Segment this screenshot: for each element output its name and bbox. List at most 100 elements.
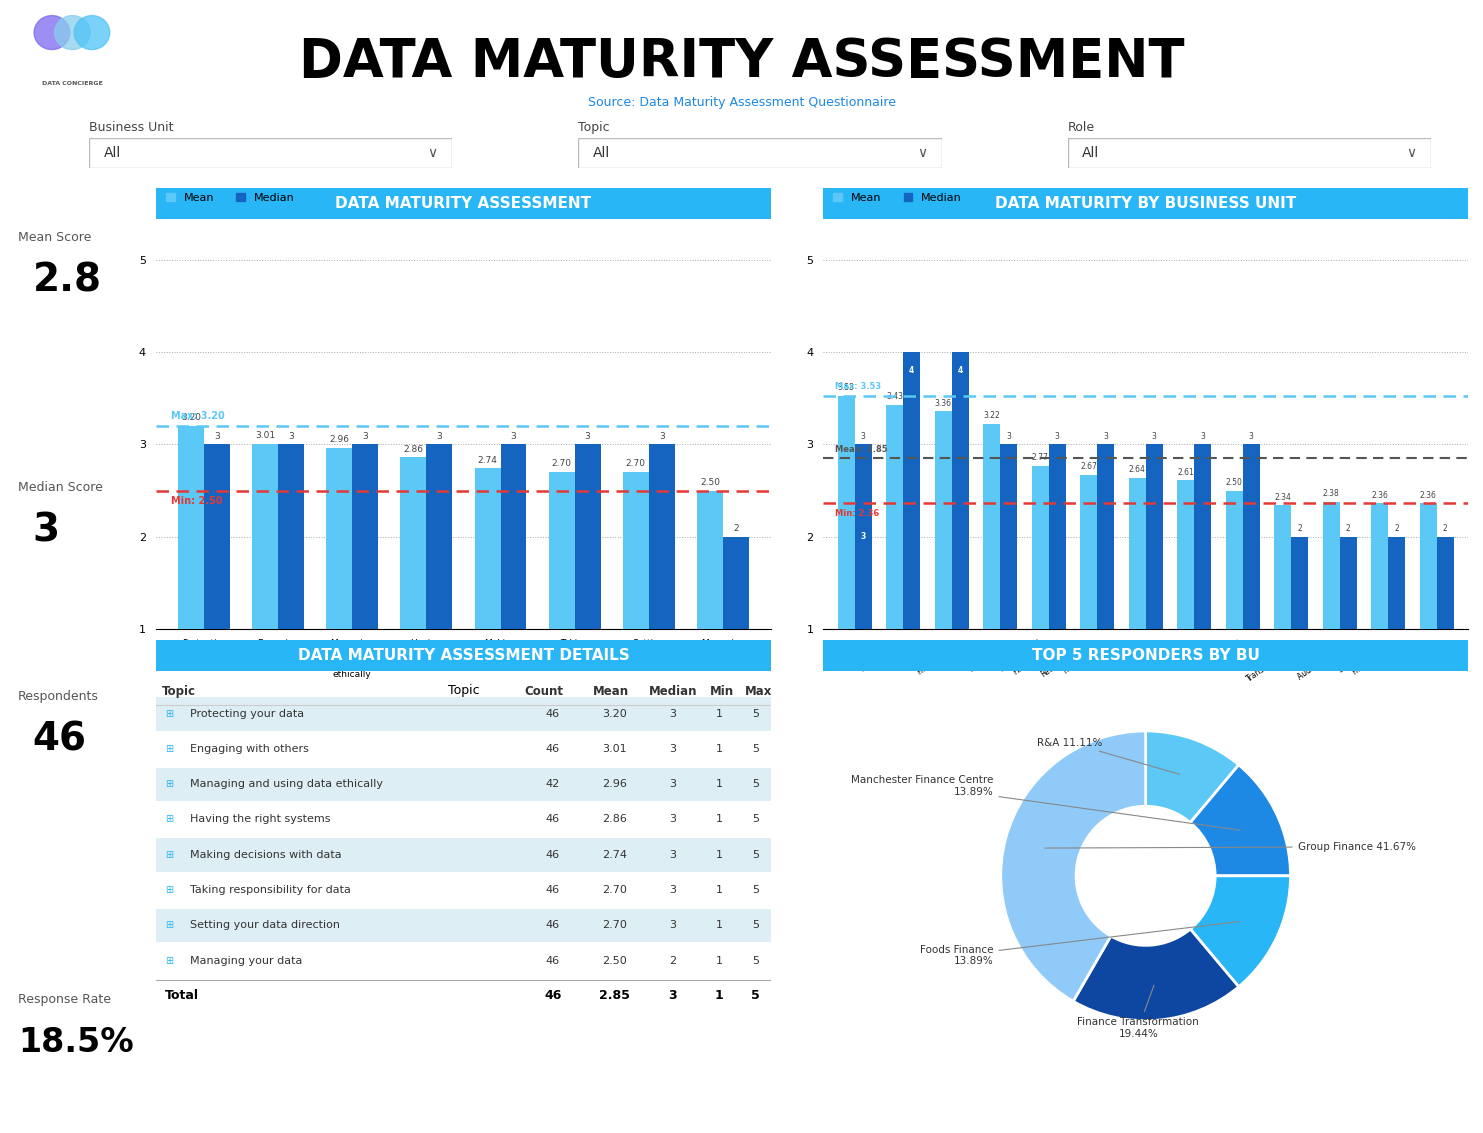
Text: 1: 1: [715, 955, 722, 965]
Text: 1: 1: [715, 850, 722, 860]
Text: 3: 3: [510, 432, 516, 441]
Text: 2.36: 2.36: [1372, 491, 1388, 500]
Bar: [252, 443, 279, 721]
Text: Min: 2.50: Min: 2.50: [171, 496, 222, 506]
Text: Group Finance 41.67%: Group Finance 41.67%: [1046, 842, 1416, 852]
Text: 1: 1: [715, 780, 722, 790]
Text: 2.50: 2.50: [602, 955, 627, 965]
Text: 46: 46: [544, 989, 562, 1003]
Bar: [1274, 505, 1292, 721]
Text: 5: 5: [752, 815, 759, 825]
Text: ⊞: ⊞: [165, 885, 174, 895]
Text: ∨: ∨: [1406, 146, 1416, 160]
Text: 46: 46: [546, 708, 559, 718]
Bar: [1146, 444, 1163, 721]
Text: 3: 3: [669, 708, 676, 718]
Bar: [475, 468, 500, 721]
Text: 3: 3: [33, 511, 59, 550]
Text: 2.50: 2.50: [700, 478, 719, 487]
Text: Mean: 2.85: Mean: 2.85: [835, 444, 888, 453]
Bar: [1437, 537, 1453, 721]
FancyBboxPatch shape: [156, 838, 771, 871]
Bar: [854, 444, 872, 721]
Text: 3: 3: [860, 432, 866, 441]
Text: DATA MATURITY ASSESSMENT: DATA MATURITY ASSESSMENT: [335, 196, 592, 211]
Text: Max: 3.53: Max: 3.53: [835, 382, 881, 391]
Text: ⊞: ⊞: [165, 744, 174, 753]
Text: DATA CONCIERGE: DATA CONCIERGE: [42, 82, 102, 86]
Text: Min: Min: [710, 684, 734, 698]
Bar: [178, 426, 203, 721]
Text: 3: 3: [669, 885, 676, 895]
Text: 2.34: 2.34: [1274, 493, 1292, 502]
Text: Business Unit: Business Unit: [89, 121, 174, 134]
Text: 46: 46: [546, 885, 559, 895]
Text: 3: 3: [669, 815, 676, 825]
Text: 2.70: 2.70: [626, 459, 645, 468]
Text: 3: 3: [1054, 432, 1059, 441]
Bar: [623, 472, 650, 721]
Bar: [1000, 444, 1017, 721]
Text: 1: 1: [715, 920, 722, 930]
Text: Taking responsibility for data: Taking responsibility for data: [190, 885, 350, 895]
FancyBboxPatch shape: [156, 697, 771, 731]
Text: 3.43: 3.43: [887, 392, 903, 401]
Text: Median: Median: [648, 684, 697, 698]
FancyBboxPatch shape: [578, 138, 942, 168]
Text: Role: Role: [1068, 121, 1094, 134]
Text: 2: 2: [669, 955, 676, 965]
Text: 2.50: 2.50: [1226, 478, 1243, 487]
Text: Median Score: Median Score: [18, 480, 102, 494]
Text: ⊞: ⊞: [165, 920, 174, 930]
Text: 2.70: 2.70: [552, 459, 571, 468]
Text: 1: 1: [715, 885, 722, 895]
Text: Manchester Finance Centre
13.89%: Manchester Finance Centre 13.89%: [851, 775, 1240, 830]
Text: 46: 46: [33, 721, 86, 759]
Text: 1: 1: [715, 708, 722, 718]
Bar: [983, 424, 1000, 721]
Text: 3: 3: [1005, 432, 1011, 441]
Text: ⊞: ⊞: [165, 955, 174, 965]
Bar: [903, 352, 919, 721]
Text: 3: 3: [288, 432, 294, 441]
FancyBboxPatch shape: [156, 732, 771, 766]
Text: 2.36: 2.36: [1419, 491, 1437, 500]
Bar: [279, 444, 304, 721]
Text: Response Rate: Response Rate: [18, 993, 111, 1006]
Text: Setting your data direction: Setting your data direction: [190, 920, 340, 930]
Bar: [1292, 537, 1308, 721]
Text: All: All: [1083, 146, 1099, 160]
Text: 5: 5: [752, 955, 759, 965]
Text: 2: 2: [733, 523, 739, 533]
Text: Finance Transformation
19.44%: Finance Transformation 19.44%: [1078, 986, 1200, 1039]
FancyBboxPatch shape: [89, 138, 452, 168]
Text: 2.74: 2.74: [602, 850, 627, 860]
Bar: [1225, 491, 1243, 721]
Bar: [1048, 444, 1066, 721]
Bar: [549, 472, 575, 721]
Wedge shape: [1191, 876, 1290, 987]
Legend: Mean, Median: Mean, Median: [829, 188, 967, 207]
Text: 2.64: 2.64: [1129, 465, 1145, 474]
Text: 2.85: 2.85: [599, 989, 630, 1003]
Text: 42: 42: [546, 780, 559, 790]
Text: 3: 3: [669, 850, 676, 860]
Text: 2.96: 2.96: [602, 780, 627, 790]
Text: Respondents: Respondents: [18, 690, 99, 704]
Text: 2.86: 2.86: [403, 444, 423, 453]
Text: Mean Score: Mean Score: [18, 231, 90, 245]
Bar: [574, 444, 601, 721]
Text: Making decisions with data: Making decisions with data: [190, 850, 341, 860]
Text: Source: Data Maturity Assessment Questionnaire: Source: Data Maturity Assessment Questio…: [587, 96, 896, 109]
Text: 1: 1: [715, 989, 724, 1003]
Text: 3.01: 3.01: [255, 431, 276, 440]
X-axis label: Topic: Topic: [448, 684, 479, 697]
Wedge shape: [1001, 731, 1146, 1002]
Bar: [400, 458, 427, 721]
Bar: [887, 404, 903, 721]
Text: 3: 3: [436, 432, 442, 441]
Text: 2.96: 2.96: [329, 435, 349, 444]
FancyBboxPatch shape: [156, 944, 771, 978]
Text: 3.20: 3.20: [602, 708, 627, 718]
FancyBboxPatch shape: [156, 803, 771, 836]
